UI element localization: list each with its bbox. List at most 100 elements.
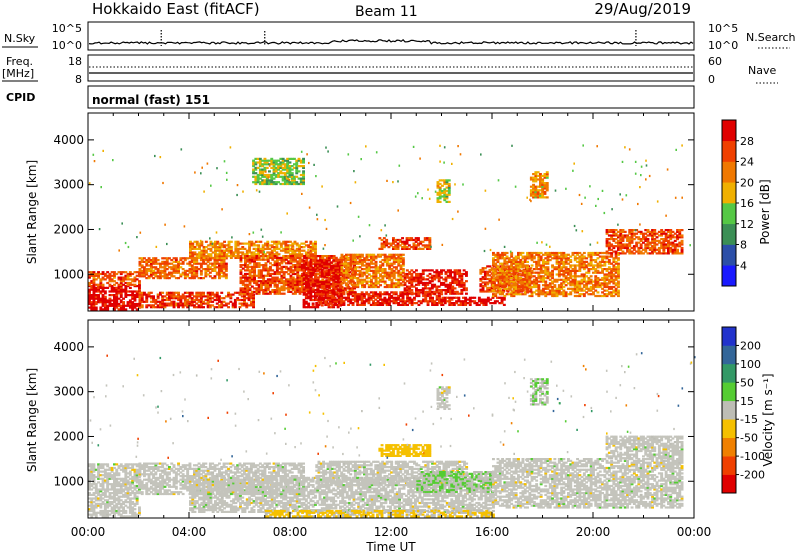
heatmap-cell-0-3 bbox=[181, 271, 185, 274]
heatmap-cell-0-1 bbox=[133, 271, 137, 274]
heatmap-cell-0-3 bbox=[224, 266, 228, 269]
heatmap-cell-0-5 bbox=[244, 290, 247, 293]
heatmap-cell-0-5 bbox=[239, 289, 243, 292]
heatmap-cell-0-5 bbox=[239, 278, 243, 281]
heatmap-cell-0-8 bbox=[342, 255, 346, 258]
heatmap-cell-0-10 bbox=[453, 281, 457, 285]
heatmap-cell-0-12 bbox=[483, 276, 487, 279]
heatmap-cell-0-3 bbox=[179, 275, 183, 278]
heatmap-cell-0-5 bbox=[298, 262, 302, 265]
heatmap-cell-0-2 bbox=[252, 306, 255, 309]
heatmap-cell-0-4 bbox=[191, 242, 195, 245]
heatmap-cell-0-0 bbox=[131, 301, 135, 304]
heatmap-cell-0-4 bbox=[239, 247, 242, 250]
heatmap-cell-0-4 bbox=[282, 255, 286, 258]
heatmap-cell-0-8 bbox=[385, 262, 389, 265]
heatmap-cell-0-13 bbox=[517, 289, 520, 292]
heatmap-cell-0-2 bbox=[170, 295, 174, 298]
heatmap-cell-0-0 bbox=[124, 304, 128, 307]
heatmap-cell-0-5 bbox=[300, 269, 304, 272]
heatmap-cell-0-7 bbox=[410, 302, 414, 305]
heatmap-cell-0-10 bbox=[430, 274, 434, 277]
cpid-frame bbox=[87, 85, 695, 109]
heatmap-cell-0-7 bbox=[347, 303, 350, 306]
heatmap-cell-0-7 bbox=[385, 303, 389, 306]
heatmap-cell-0-7 bbox=[333, 303, 337, 306]
heatmap-cell-0-0 bbox=[94, 286, 98, 289]
heatmap-cell-0-7 bbox=[383, 300, 387, 303]
heatmap-cell-0-3 bbox=[206, 269, 210, 272]
heatmap-cell-0-3 bbox=[220, 259, 224, 262]
heatmap-cell-0-13 bbox=[519, 282, 523, 285]
heatmap-cell-0-6 bbox=[336, 275, 340, 278]
heatmap-cell-0-8 bbox=[397, 262, 401, 265]
heatmap-cell-0-5 bbox=[280, 285, 284, 288]
heatmap-cell-0-7 bbox=[388, 298, 391, 301]
heatmap-cell-0-4 bbox=[284, 242, 288, 245]
heatmap-cell-0-8 bbox=[358, 259, 362, 262]
heatmap-cell-0-4 bbox=[295, 247, 299, 250]
heatmap-cell-0-8 bbox=[374, 262, 378, 265]
heatmap-cell-0-5 bbox=[262, 292, 266, 295]
heatmap-cell-0-7 bbox=[401, 302, 405, 305]
heatmap-cell-0-4 bbox=[227, 251, 231, 254]
heatmap-cell-0-6 bbox=[304, 284, 308, 287]
heatmap-cell-0-5 bbox=[280, 262, 284, 265]
heatmap-cell-0-5 bbox=[330, 256, 334, 259]
heatmap-cell-0-13 bbox=[532, 282, 536, 285]
heatmap-cell-0-7 bbox=[356, 296, 360, 299]
heatmap-cell-0-10 bbox=[444, 280, 448, 283]
heatmap-cell-0-5 bbox=[260, 281, 263, 285]
heatmap-cell-0-7 bbox=[338, 296, 341, 299]
heatmap-cell-0-4 bbox=[245, 242, 249, 245]
heatmap-cell-0-0 bbox=[113, 294, 116, 297]
heatmap-cell-0-13 bbox=[496, 285, 500, 289]
heatmap-cell-0-5 bbox=[291, 264, 295, 267]
heatmap-cell-0-8 bbox=[388, 273, 392, 276]
heatmap-cell-0-1 bbox=[131, 272, 135, 276]
heatmap-cell-0-1 bbox=[106, 271, 110, 274]
heatmap-cell-0-0 bbox=[110, 299, 114, 302]
heatmap-cell-0-13 bbox=[530, 264, 534, 267]
heatmap-cell-0-7 bbox=[319, 302, 323, 305]
heatmap-cell-0-5 bbox=[289, 269, 293, 272]
heatmap-cell-0-4 bbox=[191, 244, 195, 247]
heatmap-cell-0-2 bbox=[186, 302, 190, 305]
heatmap-cell-0-11 bbox=[489, 298, 493, 301]
heatmap-cell-0-3 bbox=[206, 259, 210, 262]
heatmap-cell-0-11 bbox=[450, 303, 454, 306]
heatmap-cell-0-4 bbox=[211, 256, 215, 259]
heatmap-cell-0-5 bbox=[287, 278, 291, 281]
heatmap-cell-0-13 bbox=[501, 264, 504, 267]
heatmap-cell-0-13 bbox=[519, 269, 523, 272]
heatmap-cell-0-7 bbox=[372, 300, 375, 303]
heatmap-cell-0-9 bbox=[403, 247, 407, 250]
heatmap-cell-0-2 bbox=[190, 304, 194, 307]
heatmap-cell-0-2 bbox=[199, 306, 203, 309]
heatmap-cell-0-4 bbox=[273, 247, 276, 250]
heatmap-cell-0-8 bbox=[379, 264, 382, 267]
heatmap-cell-0-4 bbox=[189, 247, 192, 250]
heatmap-cell-0-2 bbox=[222, 297, 226, 300]
heatmap-cell-0-4 bbox=[307, 251, 311, 254]
heatmap-cell-0-9 bbox=[387, 246, 391, 249]
heatmap-cell-0-6 bbox=[327, 263, 331, 266]
heatmap-cell-0-13 bbox=[517, 253, 520, 256]
heatmap-cell-0-8 bbox=[374, 260, 378, 263]
heatmap-cell-0-6 bbox=[329, 279, 333, 282]
heatmap-cell-0-8 bbox=[363, 285, 367, 289]
nsky-label: N.Sky bbox=[4, 32, 36, 45]
heatmap-cell-0-7 bbox=[372, 294, 375, 298]
heatmap-cell-0-2 bbox=[195, 295, 199, 298]
heatmap-cell-0-5 bbox=[248, 287, 252, 290]
heatmap-cell-0-5 bbox=[262, 278, 266, 281]
heatmap-cell-0-12 bbox=[483, 270, 487, 273]
heatmap-cell-0-9 bbox=[407, 244, 411, 247]
heatmap-cell-0-6 bbox=[302, 306, 306, 309]
heatmap-cell-0-8 bbox=[363, 273, 367, 276]
heatmap-cell-0-3 bbox=[213, 266, 217, 269]
heatmap-cell-0-9 bbox=[428, 247, 432, 250]
heatmap-cell-0-5 bbox=[296, 290, 300, 293]
heatmap-cell-0-7 bbox=[426, 293, 430, 296]
heatmap-cell-0-3 bbox=[224, 273, 228, 276]
